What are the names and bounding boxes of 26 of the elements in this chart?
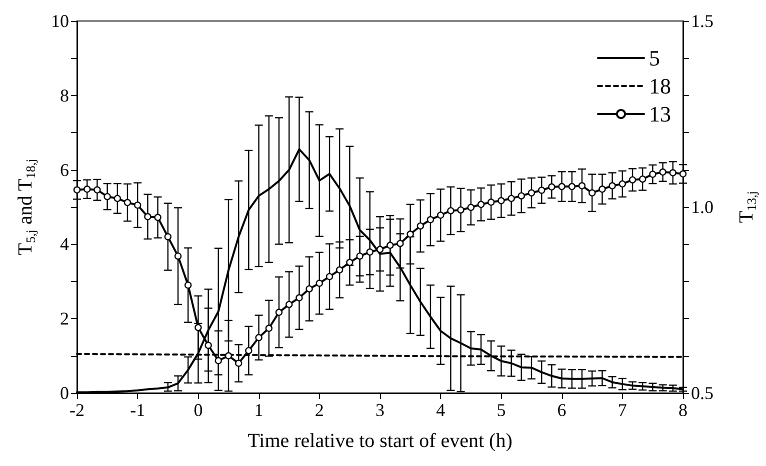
y-tick-label: 8 <box>60 85 69 106</box>
y-tick-label: 10 <box>51 11 69 31</box>
legend-label: 13 <box>649 102 671 126</box>
y-axis-title: T5,j and T18,j <box>14 158 38 256</box>
x-tick-label: -1 <box>130 400 146 420</box>
y-tick-label: 6 <box>60 160 69 180</box>
y2-tick-label: 1.0 <box>691 197 714 217</box>
y2-tick-label: 1.5 <box>691 11 714 31</box>
y2-axis-title: T13,j <box>736 190 759 224</box>
x-tick-label: 4 <box>436 400 446 420</box>
legend-label: 5 <box>649 46 660 70</box>
x-tick-label: 3 <box>376 400 384 420</box>
x-tick-label: 0 <box>194 400 203 420</box>
y-tick-label: 2 <box>60 308 69 329</box>
y2-tick-label: 0.5 <box>691 383 714 403</box>
y-tick-label: 4 <box>60 234 69 254</box>
x-tick-label: 5 <box>496 400 506 420</box>
x-tick-label: 8 <box>678 400 688 420</box>
x-tick-label: 6 <box>557 400 566 420</box>
legend-label: 18 <box>649 74 671 98</box>
x-tick-label: -2 <box>70 400 84 420</box>
y-tick-label: 0 <box>60 383 69 403</box>
x-tick-label: 1 <box>254 400 264 420</box>
x-tick-label: 2 <box>314 400 324 420</box>
x-axis-title: Time relative to start of event (h) <box>248 430 512 452</box>
x-tick-label: 7 <box>618 400 627 420</box>
